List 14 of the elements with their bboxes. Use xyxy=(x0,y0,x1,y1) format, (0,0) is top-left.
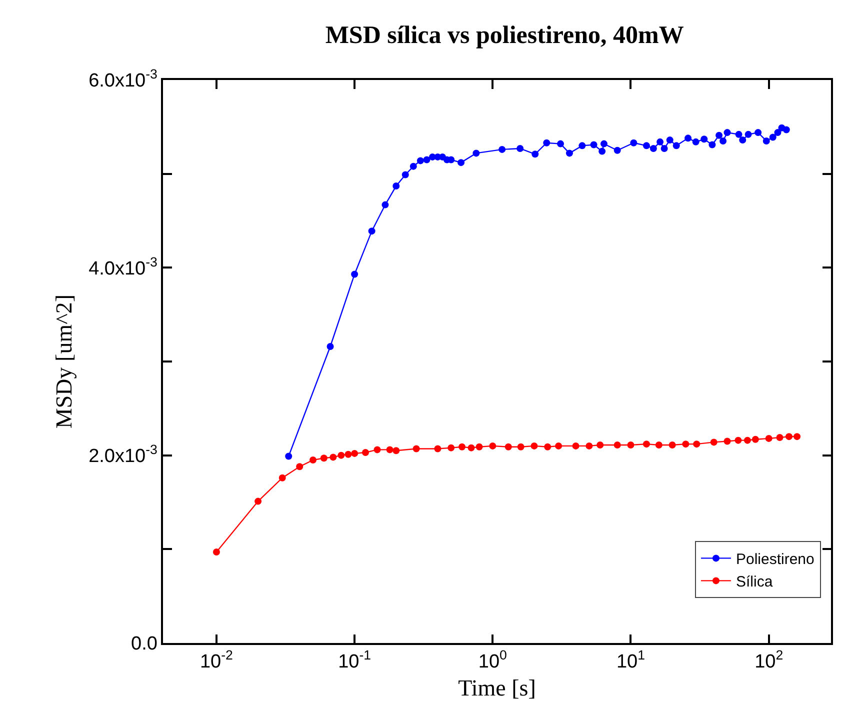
legend-label: Sílica xyxy=(736,574,774,591)
x-axis-title: Time [s] xyxy=(458,676,536,701)
x-tick-label: 10$^{-2}$ xyxy=(200,648,233,673)
x-tick-label: 10$^{1}$ xyxy=(616,648,646,673)
y-axis-title: MSDy [um^2] xyxy=(52,294,77,429)
y-tick-label: 6.0x10$^{-3}$ xyxy=(88,66,158,92)
y-tick-label: 0.0 xyxy=(131,634,158,655)
x-tick-label: 10$^{-1}$ xyxy=(338,648,372,673)
y-tick-label: 4.0x10$^{-3}$ xyxy=(88,254,158,280)
y-tick-label: 2.0x10$^{-3}$ xyxy=(88,442,158,467)
x-tick-label: 10$^{0}$ xyxy=(478,648,507,673)
chart-title: MSD sílica vs poliestireno, 40mW xyxy=(325,22,684,49)
x-tick-label: 10$^{2}$ xyxy=(754,648,784,673)
legend-label: Poliestireno xyxy=(736,551,814,568)
